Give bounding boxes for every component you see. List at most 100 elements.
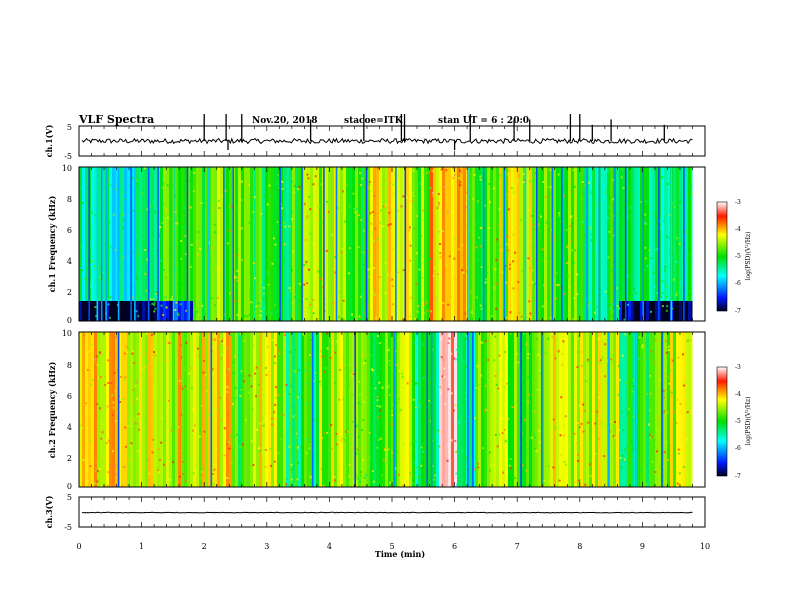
spectrogram-speckle [325, 200, 328, 203]
spectrogram-speckle [170, 298, 173, 301]
spectrogram-speckle [616, 287, 619, 290]
spectrogram-speckle [528, 300, 531, 303]
spectrogram-speckle [493, 359, 496, 362]
spectrogram-low-band-cell [127, 301, 131, 321]
spectrogram-speckle [514, 477, 517, 480]
spectrogram-speckle [480, 178, 482, 181]
spectrogram-speckle [254, 372, 256, 375]
spectrogram-speckle [311, 218, 314, 221]
spectrogram-sferic-line [147, 167, 150, 321]
spectrogram-speckle [95, 461, 98, 464]
spectrogram-cell [145, 167, 149, 321]
spectrogram-low-band-cell [190, 301, 194, 321]
spectrogram-speckle [148, 205, 151, 208]
spectrogram-speckle [158, 459, 161, 462]
spectrogram-speckle [227, 447, 230, 450]
spectrogram-speckle [654, 361, 657, 364]
spectrogram-speckle [601, 174, 604, 177]
spectrogram-cell [295, 167, 299, 321]
spectrogram-speckle [134, 384, 137, 387]
spectrogram-speckle [138, 428, 141, 431]
spectrogram-speckle [190, 387, 193, 390]
spectrogram-speckle [493, 287, 496, 289]
spectrogram-speckle [290, 463, 293, 466]
spectrogram-cell [247, 332, 251, 487]
spectrogram-speckle [649, 373, 652, 376]
spectrogram-speckle [645, 425, 648, 428]
spectrogram-speckle [312, 312, 315, 315]
spectrogram-cell [289, 167, 293, 321]
spectrogram-sferic-line [598, 167, 601, 321]
time-tick-label: 0 [76, 542, 81, 551]
spectrogram-speckle [599, 359, 602, 362]
spectrogram-speckle [676, 482, 679, 485]
spectrogram-speckle [563, 434, 565, 437]
spectrogram-speckle [277, 452, 280, 455]
spectrogram-speckle [368, 181, 371, 183]
spectrogram-cell [388, 167, 392, 321]
spectrogram-speckle [518, 467, 520, 470]
spectrogram-speckle [266, 271, 269, 274]
spectrogram-speckle [397, 339, 400, 342]
spectrogram-low-band-cell [673, 301, 677, 321]
spectrogram-speckle [152, 298, 155, 301]
spectrogram-speckle [663, 410, 665, 413]
spectrogram-speckle [330, 447, 333, 450]
spectrogram-speckle [455, 450, 458, 453]
spectrogram-speckle [678, 452, 681, 455]
spectrogram-speckle [668, 213, 671, 216]
spectrogram-speckle [571, 249, 574, 252]
spectrogram-speckle [514, 251, 516, 254]
spectrogram-speckle [115, 336, 117, 339]
spectrogram-speckle [171, 295, 174, 298]
spectrogram-cell [454, 167, 458, 321]
spectrogram-speckle [411, 440, 414, 443]
spectrogram-speckle [606, 191, 609, 194]
spectrogram-speckle [477, 220, 480, 223]
spectrogram-speckle [431, 192, 434, 194]
spectrogram-speckle [197, 230, 200, 233]
spectrogram-cell [547, 167, 551, 321]
spectrogram-speckle [422, 478, 424, 481]
spectrogram-speckle [252, 210, 255, 213]
spectrogram-speckle [505, 382, 508, 385]
spectrogram-speckle [305, 261, 308, 264]
spectrogram-cell [532, 332, 536, 487]
spectrogram-speckle [153, 310, 156, 313]
spectrogram-speckle [221, 340, 224, 343]
spectrogram-speckle [662, 389, 665, 392]
spectrogram-cell [205, 332, 209, 487]
spectrogram-speckle [325, 249, 328, 252]
spectrogram-cell [679, 167, 683, 321]
spectrogram-speckle [358, 380, 361, 383]
time-tick-label: 4 [327, 542, 332, 551]
spectrogram-speckle [588, 301, 591, 304]
spectrogram-speckle [161, 417, 164, 420]
spectrogram-cell [571, 332, 575, 487]
ch1-cb-tick-m5: -5 [735, 253, 741, 260]
spectrogram-speckle [199, 476, 202, 479]
spectrogram-cell [121, 332, 125, 487]
spectrogram-cell [103, 167, 107, 321]
spectrogram-speckle [141, 209, 144, 212]
spectrogram-cell [196, 332, 200, 487]
spectrogram-cell [349, 332, 353, 487]
spectrogram-speckle [190, 243, 193, 246]
spectrogram-speckle [369, 212, 372, 215]
spectrogram-speckle [204, 313, 207, 316]
spectrogram-speckle [150, 476, 153, 479]
spectrogram-cell [499, 167, 503, 321]
spectrogram-speckle [114, 188, 117, 191]
spectrogram-speckle [508, 464, 511, 467]
spectrogram-speckle [643, 269, 646, 271]
spectrogram-speckle [593, 452, 596, 455]
spectrogram-speckle [180, 258, 183, 260]
spectrogram-speckle [271, 417, 273, 420]
spectrogram-speckle [271, 423, 274, 426]
spectrogram-speckle [140, 437, 143, 440]
spectrogram-speckle [79, 424, 82, 426]
spectrogram-speckle [164, 359, 167, 362]
spectrogram-speckle [155, 292, 157, 295]
spectrogram-speckle [386, 386, 389, 389]
time-tick-label: 3 [264, 542, 269, 551]
